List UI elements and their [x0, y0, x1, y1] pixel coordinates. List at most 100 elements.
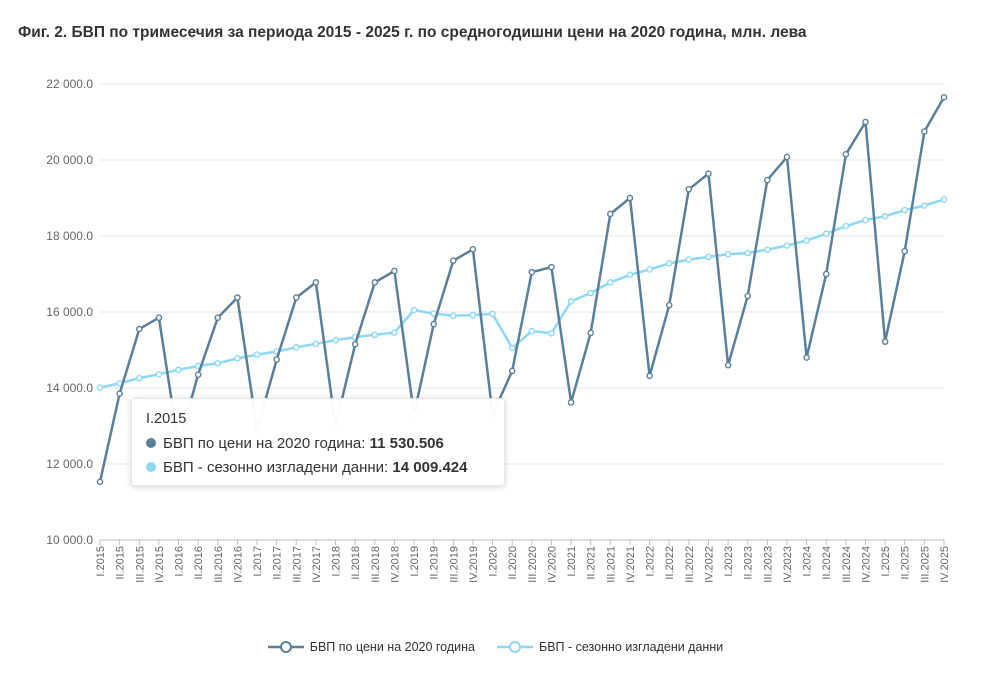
- x-tick-label: I.2015: [95, 546, 107, 577]
- data-point: [724, 250, 732, 258]
- data-point: [135, 374, 143, 382]
- data-point: [764, 246, 771, 253]
- series-line: [98, 96, 946, 483]
- data-point: [194, 371, 202, 379]
- tooltip-row-series2: БВП - сезонно изгладени данни: 14 009.42…: [146, 459, 490, 476]
- data-point: [724, 361, 732, 369]
- x-tick-label: II.2023: [743, 546, 755, 580]
- x-tick-label: III.2016: [213, 546, 225, 583]
- x-tick-label: I.2016: [174, 546, 186, 577]
- data-point: [705, 253, 712, 261]
- x-tick-label: III.2020: [527, 546, 539, 583]
- data-point: [155, 371, 163, 378]
- data-point: [96, 384, 104, 391]
- data-point: [646, 372, 653, 380]
- data-point: [371, 279, 379, 286]
- x-tick-label: I.2021: [566, 546, 578, 577]
- data-point: [822, 230, 830, 238]
- x-tick-label: IV.2018: [389, 546, 401, 583]
- y-tick-label: 18 000.0: [46, 229, 93, 243]
- x-tick-label: I.2018: [331, 546, 343, 577]
- data-point: [312, 340, 320, 348]
- data-point: [528, 327, 536, 335]
- tooltip-label-series2: БВП - сезонно изгладени данни:: [163, 459, 393, 476]
- data-point: [842, 150, 850, 158]
- x-tick-label: IV.2021: [625, 546, 637, 583]
- tooltip-label-series1: БВП по цени на 2020 година:: [163, 435, 370, 452]
- data-point: [940, 94, 948, 101]
- data-point: [940, 196, 948, 203]
- data-point: [391, 329, 398, 336]
- data-point: [665, 260, 673, 267]
- data-point: [822, 270, 830, 278]
- data-point: [312, 279, 320, 286]
- data-point: [175, 366, 182, 374]
- x-tick-label: IV.2019: [468, 546, 480, 583]
- series1-dot-icon: [146, 438, 156, 449]
- data-point: [273, 356, 280, 363]
- data-point: [783, 153, 791, 161]
- data-point: [862, 118, 869, 126]
- x-tick-label: III.2017: [291, 546, 303, 583]
- data-point: [450, 312, 457, 320]
- x-tick-label: III.2025: [919, 546, 931, 583]
- legend-line-marker-icon: [267, 641, 304, 653]
- x-tick-label: IV.2016: [232, 546, 244, 583]
- data-point: [234, 355, 241, 362]
- x-tick-label: III.2018: [370, 546, 382, 583]
- data-point: [587, 289, 594, 297]
- legend-item-series1[interactable]: БВП по цени на 2020 година: [267, 640, 475, 654]
- data-point: [155, 314, 163, 322]
- data-point: [665, 301, 673, 309]
- data-point: [528, 268, 536, 276]
- chart-title: Фиг. 2. БВП по тримесечия за периода 201…: [18, 24, 807, 41]
- data-point: [921, 128, 928, 135]
- data-point: [116, 390, 123, 398]
- data-point: [489, 310, 496, 318]
- data-point: [469, 245, 477, 253]
- x-tick-label: III.2023: [762, 546, 774, 583]
- data-point: [626, 271, 634, 279]
- x-tick-label: I.2020: [488, 546, 500, 577]
- y-tick-label: 14 000.0: [46, 381, 93, 395]
- x-tick-label: I.2022: [645, 546, 657, 577]
- legend-item-series2[interactable]: БВП - сезонно изгладени данни: [497, 640, 723, 654]
- tooltip-value-series1: 11 530.506: [369, 435, 444, 452]
- tooltip-value-series2: 14 009.424: [392, 459, 468, 476]
- x-tick-label: IV.2015: [154, 546, 166, 583]
- data-point: [253, 351, 261, 358]
- data-point: [508, 367, 516, 375]
- x-tick-label: IV.2020: [546, 546, 558, 583]
- x-tick-label: III.2024: [841, 546, 853, 583]
- data-point: [901, 247, 909, 255]
- data-point: [214, 359, 222, 367]
- data-point: [803, 354, 810, 361]
- data-point: [371, 331, 379, 339]
- data-point: [469, 311, 477, 319]
- data-point: [430, 320, 437, 328]
- data-point: [607, 279, 614, 286]
- data-point: [292, 344, 300, 351]
- x-tick-label: II.2022: [664, 546, 676, 580]
- legend-label-series1: БВП по цени на 2020 година: [309, 640, 475, 654]
- x-tick-label: II.2015: [115, 546, 127, 580]
- y-tick-label: 22 000.0: [46, 77, 93, 91]
- y-tick-label: 20 000.0: [46, 153, 93, 167]
- x-tick-label: II.2019: [429, 546, 441, 580]
- data-point: [881, 212, 889, 220]
- legend: БВП по цени на 2020 година БВП - сезонно…: [0, 640, 991, 654]
- tooltip-header: I.2015: [146, 411, 187, 427]
- legend-line-marker-icon: [497, 641, 533, 653]
- x-tick-label: III.2021: [605, 546, 617, 583]
- x-tick-label: I.2025: [880, 546, 892, 577]
- series-gdp-seasonally-adjusted: [96, 196, 948, 391]
- data-point: [921, 202, 928, 209]
- x-tick-label: II.2017: [272, 546, 284, 580]
- data-point: [96, 478, 104, 486]
- series2-dot-icon: [146, 462, 156, 473]
- data-point: [135, 325, 143, 333]
- y-tick-label: 12 000.0: [46, 457, 93, 471]
- x-tick-label: I.2017: [252, 546, 264, 577]
- data-point: [410, 306, 418, 314]
